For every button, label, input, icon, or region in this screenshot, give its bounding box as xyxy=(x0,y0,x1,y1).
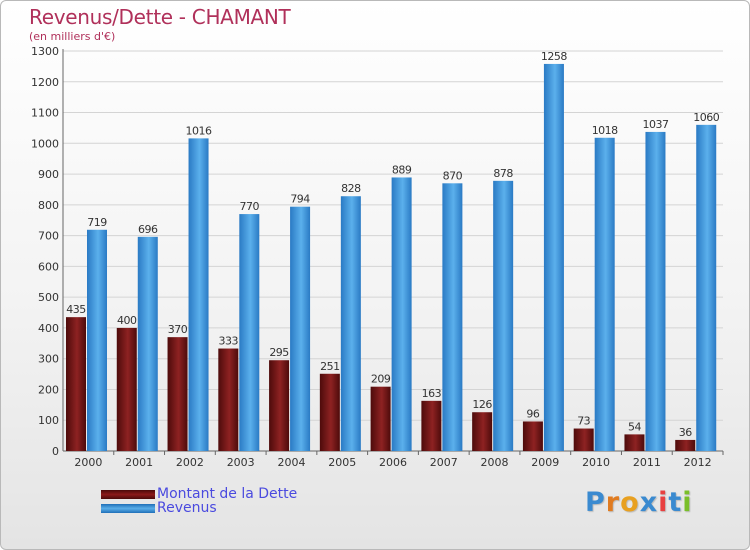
data-label-revenus: 1016 xyxy=(186,124,212,137)
data-label-dette: 36 xyxy=(679,426,692,439)
bar-dette xyxy=(624,434,645,451)
data-label-revenus: 1258 xyxy=(541,50,567,63)
y-tick-label: 0 xyxy=(52,445,59,458)
y-tick-label: 800 xyxy=(38,199,59,212)
data-label-dette: 370 xyxy=(168,323,188,336)
legend-swatch-revenus xyxy=(101,504,155,513)
logo-letter: r xyxy=(605,487,621,518)
data-label-revenus: 889 xyxy=(392,163,412,176)
bar-dette xyxy=(269,360,290,451)
bar-revenus xyxy=(137,236,158,451)
x-tick-label: 2009 xyxy=(531,456,559,469)
x-tick-label: 2002 xyxy=(176,456,204,469)
data-label-revenus: 696 xyxy=(138,223,158,236)
bar-dette xyxy=(66,317,86,451)
bar-dette xyxy=(319,373,340,451)
data-label-revenus: 719 xyxy=(87,216,107,229)
bar-revenus xyxy=(543,63,564,452)
logo-letter: i xyxy=(682,487,693,518)
y-tick-label: 900 xyxy=(38,168,59,181)
x-tick-label: 2006 xyxy=(379,456,407,469)
data-label-dette: 54 xyxy=(628,420,641,433)
bar-revenus xyxy=(87,229,107,451)
y-tick-label: 100 xyxy=(38,414,59,427)
x-tick-label: 2012 xyxy=(684,456,712,469)
bar-revenus xyxy=(493,180,514,451)
y-tick-label: 1300 xyxy=(31,45,59,58)
bar-revenus xyxy=(696,124,717,451)
data-label-revenus: 794 xyxy=(290,193,310,206)
legend-swatch-dette xyxy=(101,490,155,499)
bar-revenus xyxy=(594,137,615,451)
data-label-dette: 163 xyxy=(422,387,442,400)
data-label-revenus: 1060 xyxy=(693,111,719,124)
bar-dette xyxy=(421,400,442,451)
y-tick-label: 700 xyxy=(38,230,59,243)
y-tick-label: 1200 xyxy=(31,76,59,89)
x-tick-label: 2007 xyxy=(430,456,458,469)
bar-dette xyxy=(573,428,594,451)
data-label-dette: 126 xyxy=(472,398,492,411)
data-label-dette: 400 xyxy=(117,314,137,327)
x-tick-label: 2003 xyxy=(227,456,255,469)
bar-dette xyxy=(218,348,239,451)
x-tick-label: 2000 xyxy=(74,456,102,469)
bar-chart: 0 100 200 300 400 500 600 700 800 900 1000 1100 1200… xyxy=(31,45,724,469)
logo-letter: x xyxy=(639,487,659,518)
proxiti-logo: Proxiti xyxy=(585,487,693,518)
y-tick-label: 300 xyxy=(38,353,59,366)
logo-letter: o xyxy=(620,487,640,518)
bar-dette xyxy=(370,386,391,451)
bar-dette xyxy=(472,412,493,451)
bar-dette xyxy=(675,439,696,451)
data-label-revenus: 828 xyxy=(341,182,361,195)
data-label-revenus: 870 xyxy=(443,169,463,182)
logo-letter: t xyxy=(668,487,683,518)
x-tick-label: 2008 xyxy=(481,456,509,469)
bar-dette xyxy=(116,327,137,451)
data-label-revenus: 1037 xyxy=(642,118,668,131)
x-tick-label: 2005 xyxy=(328,456,356,469)
data-label-dette: 251 xyxy=(320,360,340,373)
data-label-dette: 96 xyxy=(526,407,539,420)
x-tick-label: 2010 xyxy=(582,456,610,469)
data-label-dette: 435 xyxy=(66,303,86,316)
legend-label-dette: Montant de la Dette xyxy=(157,486,298,502)
bar-revenus xyxy=(391,177,412,451)
chart-subtitle: (en milliers d'€) xyxy=(29,30,116,43)
y-tick-label: 1000 xyxy=(31,137,59,150)
legend-label-revenus: Revenus xyxy=(157,500,217,516)
data-label-dette: 333 xyxy=(219,335,239,348)
data-label-dette: 295 xyxy=(269,346,289,359)
logo-letter: i xyxy=(658,487,669,518)
y-tick-label: 500 xyxy=(38,291,59,304)
y-tick-label: 400 xyxy=(38,322,59,335)
bar-dette xyxy=(167,337,188,451)
data-label-dette: 73 xyxy=(577,415,590,428)
x-tick-label: 2004 xyxy=(277,456,305,469)
y-tick-label: 600 xyxy=(38,260,59,273)
bar-revenus xyxy=(188,138,209,451)
data-label-revenus: 878 xyxy=(493,167,513,180)
bar-revenus xyxy=(239,214,260,451)
x-tick-label: 2001 xyxy=(125,456,153,469)
bar-revenus xyxy=(442,183,463,452)
logo-letter: P xyxy=(585,487,606,518)
data-label-dette: 209 xyxy=(371,373,391,386)
bar-dette xyxy=(522,421,543,451)
data-label-revenus: 770 xyxy=(240,200,260,213)
bar-revenus xyxy=(340,196,361,451)
bar-revenus xyxy=(290,206,311,451)
chart-title: Revenus/Dette - CHAMANT xyxy=(29,5,291,29)
x-tick-label: 2011 xyxy=(633,456,661,469)
data-label-revenus: 1018 xyxy=(592,124,618,137)
y-tick-label: 1100 xyxy=(31,107,59,120)
y-tick-label: 200 xyxy=(38,383,59,396)
bar-revenus xyxy=(645,131,666,451)
